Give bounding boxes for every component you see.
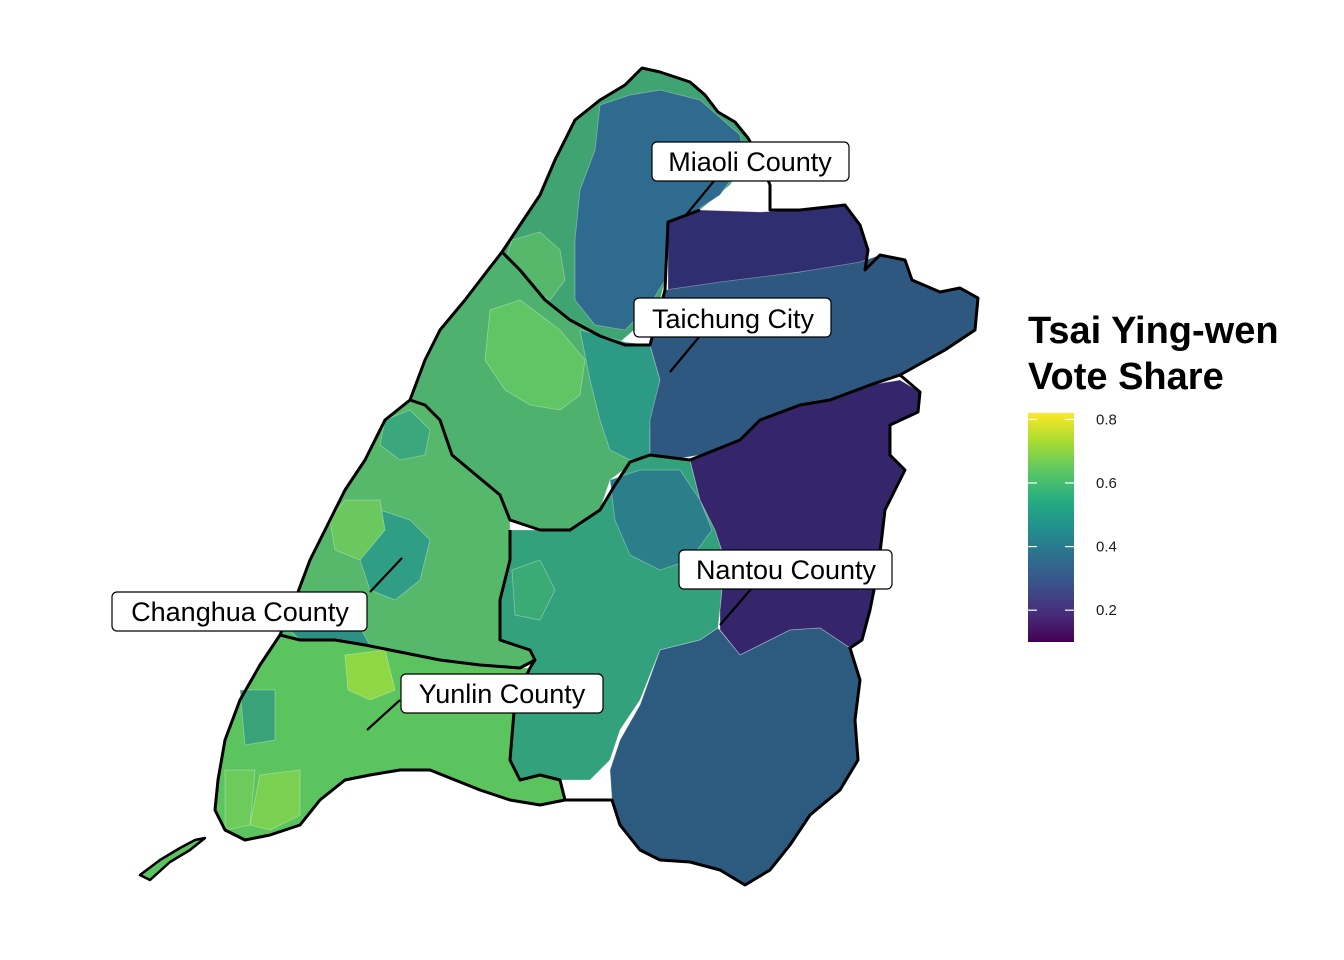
leader-changhua xyxy=(369,557,403,593)
legend-title-line2: Vote Share xyxy=(1028,356,1224,398)
region-yunlin-town-west xyxy=(239,689,276,746)
county-label-taichung: Taichung City xyxy=(633,297,832,338)
legend-tick-label: 0.4 xyxy=(1096,539,1117,556)
boundary-changhua-yunlin xyxy=(279,633,536,670)
map-regions xyxy=(139,67,979,886)
county-label-nantou: Nantou County xyxy=(678,549,893,590)
region-yunlin-town-green xyxy=(224,769,256,831)
legend: Tsai Ying-wen Vote Share 0.8 0.6 0.4 0.2 xyxy=(1028,310,1279,642)
svg-text:Yunlin County: Yunlin County xyxy=(419,679,586,709)
leader-nantou xyxy=(719,587,753,626)
boundary-taichung-changhua xyxy=(409,373,901,532)
legend-tick-label: 0.8 xyxy=(1096,411,1117,428)
label-leaders xyxy=(366,180,753,731)
legend-tick-label: 0.6 xyxy=(1096,475,1117,492)
county-label-miaoli: Miaoli County xyxy=(651,141,850,182)
svg-text:Nantou County: Nantou County xyxy=(696,555,877,585)
county-boundaries xyxy=(138,66,980,887)
legend-tick-label: 0.2 xyxy=(1096,602,1117,619)
islet-boundary xyxy=(138,836,207,882)
boundary-miaoli-taichung xyxy=(500,208,701,347)
leader-taichung xyxy=(669,336,700,373)
county-label-yunlin: Yunlin County xyxy=(400,673,604,714)
svg-text:Taichung City: Taichung City xyxy=(652,304,815,334)
svg-text:Changhua County: Changhua County xyxy=(131,597,349,627)
boundary-nantou-west xyxy=(498,530,567,801)
region-yunlin-town-bright xyxy=(344,649,396,701)
leader-yunlin xyxy=(366,699,401,731)
svg-text:Miaoli County: Miaoli County xyxy=(668,147,832,177)
leader-miaoli xyxy=(685,180,715,216)
region-yunlin-town-sw xyxy=(249,769,301,831)
legend-ticks: 0.8 0.6 0.4 0.2 xyxy=(1028,411,1117,619)
region-taichung-coast xyxy=(484,299,586,411)
outer-boundary xyxy=(213,66,980,887)
region-nantou-central xyxy=(609,469,713,571)
legend-title-line1: Tsai Ying-wen xyxy=(1028,310,1279,352)
region-changhua-town-c xyxy=(379,409,431,461)
region-nantou-town xyxy=(511,559,556,621)
legend-colorbar xyxy=(1028,413,1074,642)
county-label-changhua: Changhua County xyxy=(111,591,368,632)
